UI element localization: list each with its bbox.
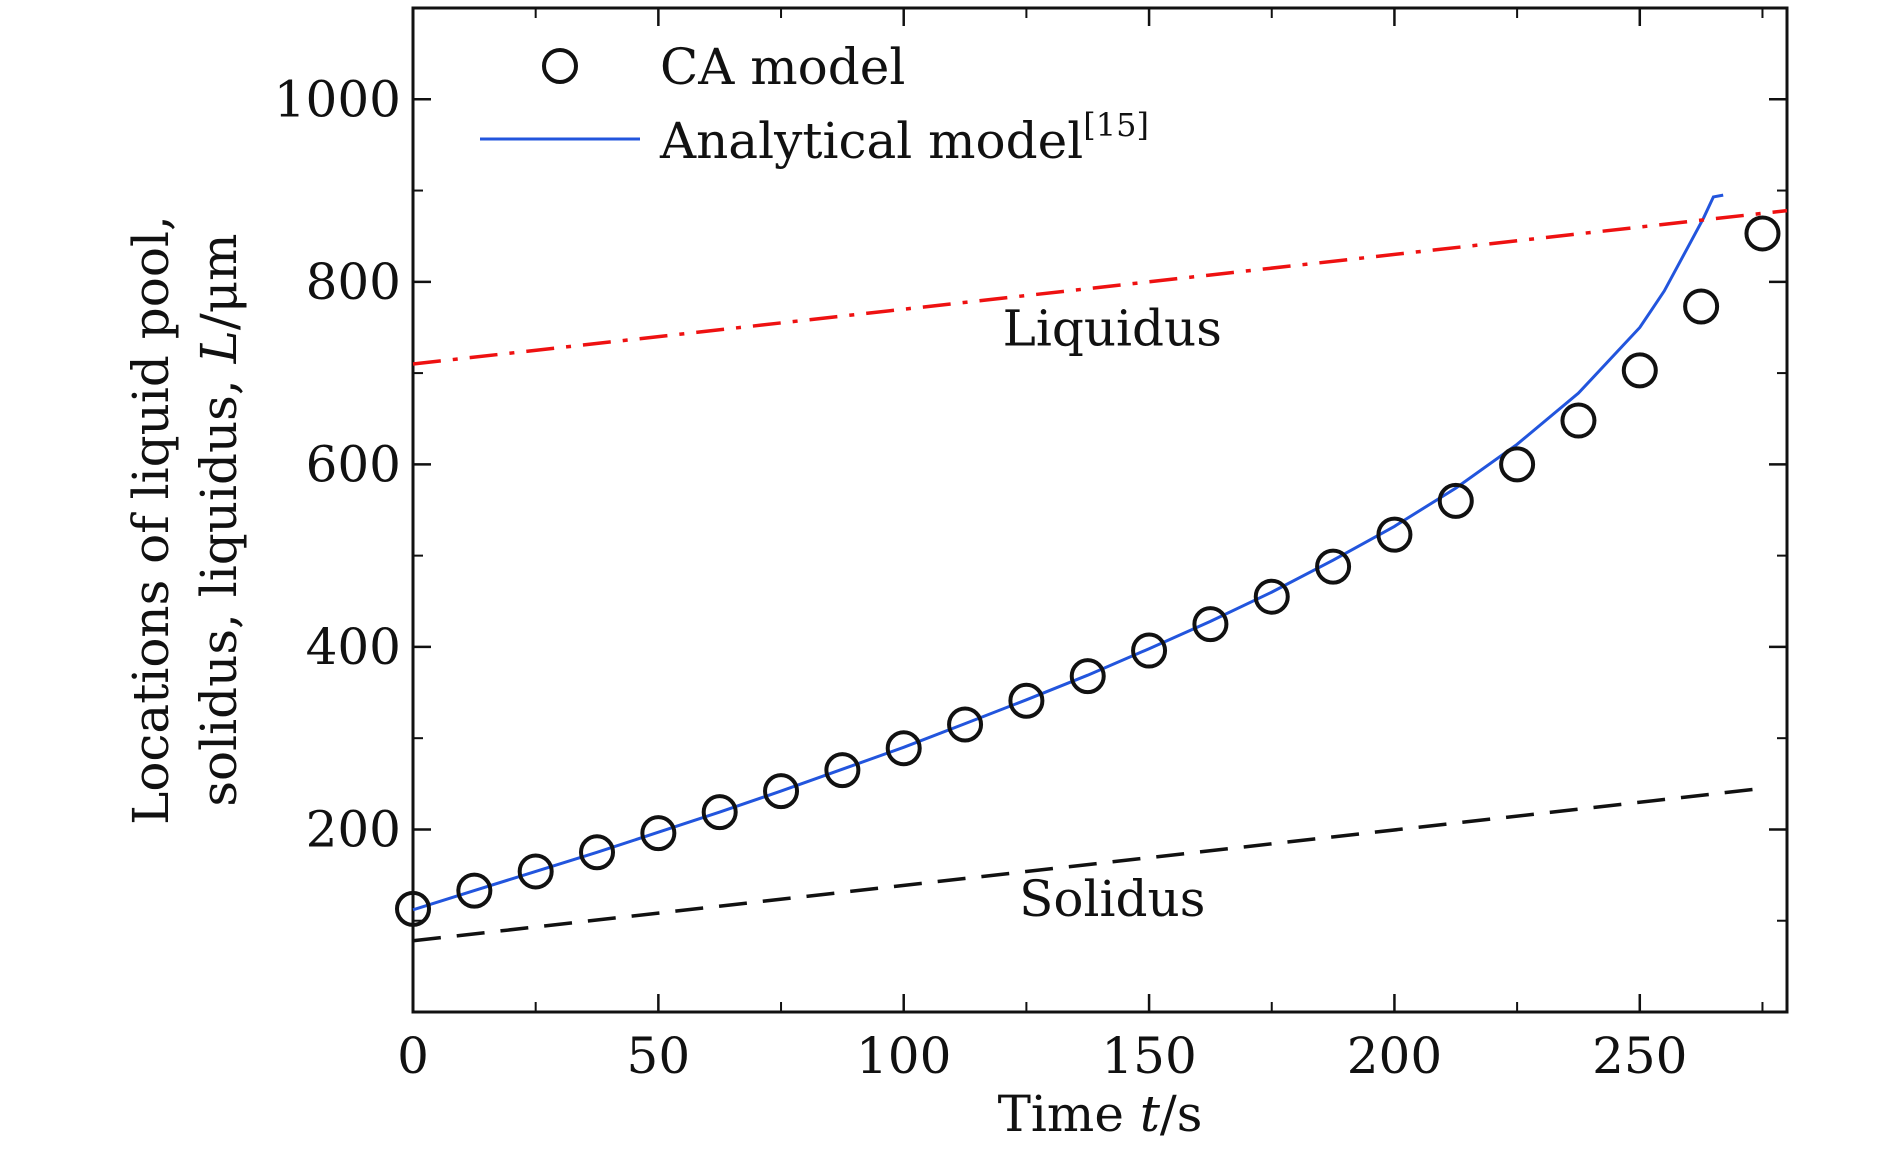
legend-analytical-model-name: Analytical model bbox=[659, 112, 1083, 170]
ca-model-point bbox=[885, 730, 922, 767]
plot-frame bbox=[411, 6, 1789, 1014]
ca-model-point bbox=[395, 890, 431, 927]
annotation-liquidus: Liquidus bbox=[1003, 300, 1222, 358]
x-tick-label: 250 bbox=[1592, 1027, 1687, 1085]
ca-model-point bbox=[824, 752, 861, 789]
legend-ca-model-marker bbox=[542, 48, 578, 84]
ca-model-point bbox=[579, 834, 616, 871]
annotation-solidus: Solidus bbox=[1019, 870, 1205, 928]
ca-model-point bbox=[1560, 402, 1597, 439]
y-tick-label: 600 bbox=[306, 435, 401, 493]
ca-model-point bbox=[763, 773, 800, 810]
ca-model-point bbox=[1008, 682, 1045, 719]
legend-analytical-model-label: Analytical model[15] bbox=[659, 106, 1149, 170]
ca-model-point bbox=[1437, 482, 1474, 519]
y-axis-title-line1: Locations of liquid pool, bbox=[122, 215, 180, 825]
y-axis-title-variable: L bbox=[190, 330, 248, 364]
x-axis-title: Time t/s bbox=[998, 1085, 1203, 1143]
ca-model-point bbox=[1683, 288, 1720, 325]
liquidus-line bbox=[412, 208, 1788, 366]
y-axis-title-line2-prefix: solidus, liquidus, bbox=[190, 363, 248, 806]
x-axis-title-suffix: /s bbox=[1160, 1085, 1203, 1143]
ca-model-point bbox=[640, 815, 677, 852]
ca-model-point bbox=[456, 872, 493, 909]
ca-model-point bbox=[947, 706, 984, 743]
ca-model-point bbox=[1621, 352, 1658, 389]
ca-model-point bbox=[517, 853, 554, 890]
ca-model-point bbox=[1069, 658, 1106, 695]
y-tick-labels: 200 400 600 800 1000 bbox=[274, 70, 401, 858]
x-tick-label: 150 bbox=[1101, 1027, 1196, 1085]
y-tick-label: 400 bbox=[306, 618, 401, 676]
legend: CA model Analytical model[15] bbox=[480, 38, 1149, 170]
solidus-line bbox=[412, 786, 1763, 943]
y-tick-label: 200 bbox=[306, 800, 401, 858]
x-tick-labels: 0 50 100 150 200 250 bbox=[397, 1027, 1687, 1085]
ca-model-point bbox=[1253, 578, 1290, 615]
y-axis-title-line2-suffix: /μm bbox=[190, 233, 248, 330]
x-axis-title-prefix: Time bbox=[998, 1085, 1140, 1143]
legend-analytical-model-sup: [15] bbox=[1083, 106, 1149, 144]
ca-model-point bbox=[1499, 446, 1536, 483]
annotation-layer: Liquidus Solidus bbox=[1003, 300, 1222, 928]
series-layer bbox=[395, 193, 1788, 943]
ca-model-point bbox=[1744, 215, 1781, 252]
y-tick-label: 1000 bbox=[274, 70, 401, 128]
y-tick-label: 800 bbox=[306, 253, 401, 311]
analytical-model-line bbox=[412, 193, 1724, 912]
ca-model-point bbox=[1131, 632, 1168, 669]
major-ticks bbox=[411, 8, 1787, 1012]
x-axis-title-variable: t bbox=[1140, 1085, 1161, 1143]
x-tick-label: 0 bbox=[397, 1027, 429, 1085]
legend-ca-model-label: CA model bbox=[660, 38, 905, 96]
ca-model-point bbox=[1315, 548, 1352, 585]
y-axis-title-line2: solidus, liquidus, L/μm bbox=[190, 233, 248, 806]
ca-model-point bbox=[1376, 516, 1413, 553]
x-tick-label: 200 bbox=[1347, 1027, 1442, 1085]
minor-ticks bbox=[413, 8, 1787, 1012]
ca-model-point bbox=[701, 794, 738, 831]
x-tick-label: 100 bbox=[856, 1027, 951, 1085]
x-tick-label: 50 bbox=[627, 1027, 691, 1085]
ca-model-point bbox=[1192, 606, 1229, 643]
